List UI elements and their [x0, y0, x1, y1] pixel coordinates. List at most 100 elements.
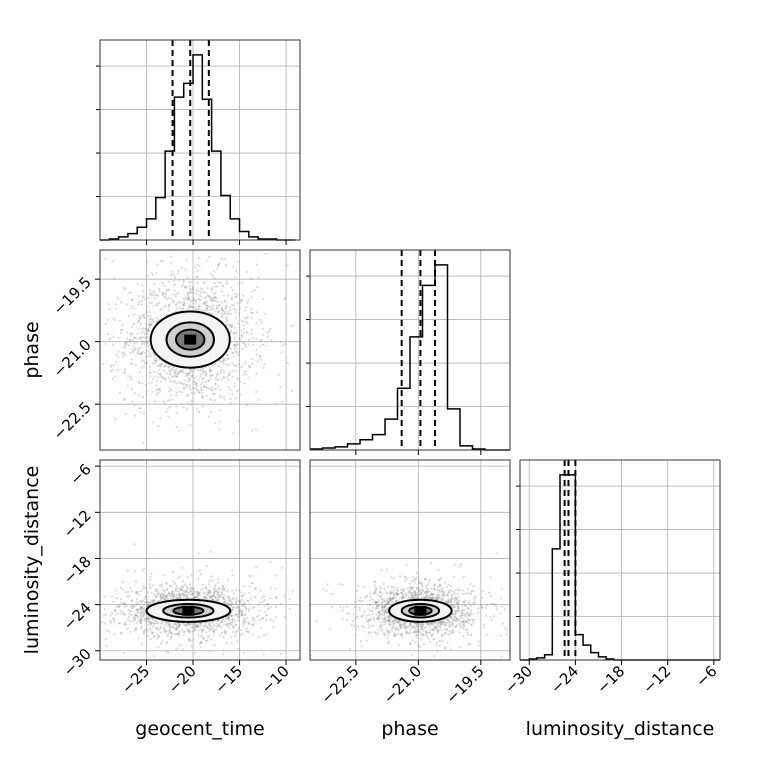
scatter-point	[424, 577, 427, 580]
scatter-point	[221, 309, 225, 313]
scatter-point	[441, 589, 444, 593]
scatter-point	[447, 591, 450, 594]
scatter-point	[292, 324, 295, 327]
scatter-point	[377, 611, 380, 614]
scatter-point	[208, 370, 211, 373]
scatter-point	[198, 264, 201, 268]
scatter-point	[124, 602, 127, 605]
scatter-point	[172, 594, 175, 597]
scatter-point	[213, 399, 216, 402]
scatter-point	[111, 368, 114, 372]
scatter-point	[240, 298, 243, 302]
scatter-point	[244, 602, 247, 605]
scatter-point	[260, 358, 263, 361]
scatter-point	[192, 387, 195, 390]
scatter-point	[230, 600, 233, 603]
scatter-point	[208, 374, 211, 377]
scatter-point	[456, 602, 459, 605]
scatter-point	[228, 603, 231, 606]
scatter-point	[186, 596, 189, 599]
scatter-point	[232, 332, 236, 335]
scatter-point	[418, 579, 421, 583]
scatter-point	[449, 615, 452, 618]
scatter-point	[413, 590, 416, 594]
scatter-point	[216, 581, 219, 584]
scatter-point	[122, 286, 125, 289]
scatter-point	[146, 635, 149, 638]
scatter-point	[213, 595, 216, 598]
scatter-point	[472, 618, 475, 621]
scatter-point	[161, 595, 165, 599]
scatter-point	[236, 614, 239, 617]
scatter-point	[183, 286, 186, 289]
scatter-point	[448, 589, 451, 592]
scatter-point	[114, 417, 117, 421]
scatter-point	[196, 593, 200, 596]
scatter-point	[78, 385, 80, 387]
scatter-point	[192, 638, 195, 641]
scatter-point	[139, 618, 142, 622]
scatter-point	[182, 594, 185, 597]
scatter-point	[386, 637, 389, 640]
scatter-point	[193, 627, 197, 630]
scatter-point	[129, 630, 132, 634]
scatter-point	[400, 633, 403, 637]
scatter-point	[146, 342, 149, 345]
scatter-point	[190, 403, 193, 406]
scatter-point	[441, 598, 444, 602]
scatter-point	[238, 602, 241, 605]
scatter-point	[208, 590, 211, 593]
scatter-point	[413, 630, 417, 633]
scatter-point	[204, 587, 207, 590]
scatter-point	[221, 359, 225, 362]
scatter-point	[161, 376, 164, 379]
scatter-point	[213, 296, 217, 299]
scatter-point	[446, 618, 449, 621]
scatter-point	[374, 602, 378, 605]
scatter-point	[150, 591, 153, 594]
scatter-point	[204, 596, 207, 599]
scatter-point	[147, 355, 150, 358]
scatter-point	[240, 329, 243, 332]
scatter-point	[472, 585, 476, 588]
scatter-point	[159, 259, 163, 263]
scatter-point	[227, 616, 230, 619]
scatter-point	[420, 596, 423, 599]
scatter-point	[198, 625, 201, 628]
scatter-point	[482, 623, 485, 626]
scatter-point	[216, 372, 219, 376]
scatter-point	[169, 273, 173, 276]
scatter-point	[395, 618, 398, 622]
scatter-point	[147, 344, 150, 347]
scatter-point	[120, 631, 123, 635]
scatter-point	[226, 601, 229, 605]
scatter-point	[450, 589, 453, 593]
scatter-point	[175, 584, 178, 588]
scatter-point	[104, 322, 107, 325]
scatter-point	[464, 592, 467, 595]
scatter-point	[149, 315, 152, 318]
scatter-point	[197, 591, 201, 594]
scatter-point	[221, 585, 225, 588]
scatter-point	[234, 623, 237, 627]
scatter-point	[236, 301, 239, 305]
scatter-point	[182, 596, 185, 599]
scatter-point	[425, 622, 429, 625]
scatter-point	[112, 617, 115, 620]
scatter-point	[446, 619, 449, 622]
scatter-point	[223, 602, 227, 605]
scatter-point	[390, 591, 394, 594]
scatter-point	[396, 621, 399, 625]
scatter-point	[164, 293, 167, 296]
scatter-point	[225, 617, 228, 620]
scatter-point	[179, 644, 182, 647]
scatter-point	[446, 628, 449, 631]
scatter-point	[463, 608, 466, 611]
scatter-point	[222, 600, 225, 604]
scatter-point	[112, 277, 116, 280]
scatter-point	[167, 305, 170, 308]
scatter-point	[236, 260, 239, 263]
scatter-point	[240, 611, 244, 614]
scatter-point	[244, 618, 247, 621]
scatter-point	[152, 636, 156, 639]
